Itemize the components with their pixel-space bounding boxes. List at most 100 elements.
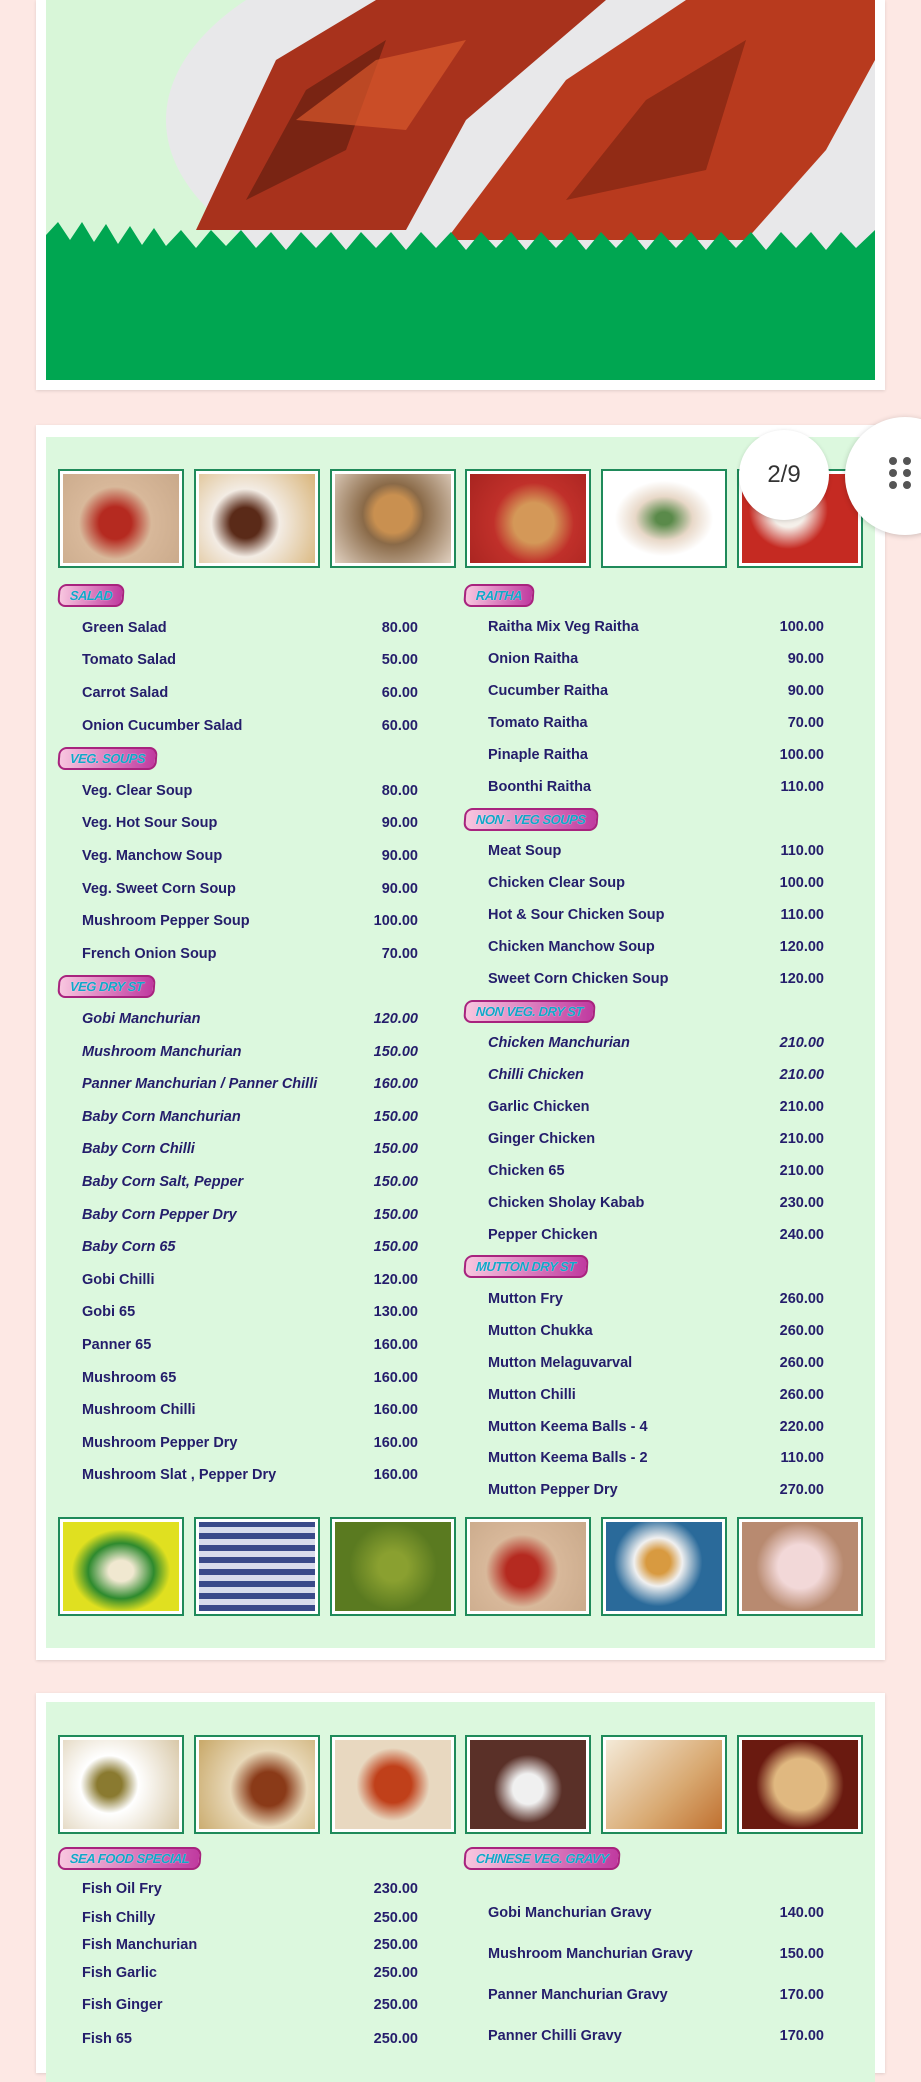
menu-item-name: Chicken Clear Soup [488,875,625,892]
section-header: VEG. SOUPS [57,742,418,775]
menu-item: Mushroom Pepper Dry 160.00 [58,1426,418,1459]
menu-item: Mutton Pepper Dry 270.00 [464,1474,824,1506]
menu-item: Fish Ginger 250.00 [58,1987,418,2023]
menu-item: Pinaple Raitha 100.00 [464,739,824,771]
menu-item-price: 170.00 [779,2027,824,2044]
menu-right-column: RAITHA Raitha Mix Veg Raitha 100.00 Onion R… [463,579,824,1506]
page-indicator: 2/9 [739,430,829,520]
menu-item-name: Chicken Manchurian [488,1035,630,1052]
menu-item-price: 150.00 [373,1043,418,1060]
menu-item-name: Mushroom Pepper Dry [82,1434,238,1451]
menu-item-price: 210.00 [779,1067,824,1084]
menu-item: Fish 65 250.00 [58,2023,418,2055]
menu-left-column: SEA FOOD SPECIAL Fish Oil Fry 230.00 Fish C… [57,1842,418,2055]
menu-item: Baby Corn Chilli 150.00 [58,1133,418,1166]
menu-item-name: Raitha Mix Veg Raitha [488,619,639,636]
menu-item-name: Cucumber Raitha [488,683,609,700]
menu-item: Chilli Chicken 210.00 [464,1059,824,1091]
menu-item: Hot & Sour Chicken Soup 110.00 [464,899,824,931]
menu-item-price: 160.00 [373,1402,418,1419]
page-indicator-label: 2/9 [767,461,801,488]
food-thumbnail [601,1735,728,1834]
menu-item: Mutton Keema Balls - 4 220.00 [464,1411,824,1443]
section-badge: RAITHA [463,583,535,607]
section-badge: SEA FOOD SPECIAL [57,1846,203,1870]
menu-item: Veg. Manchow Soup 90.00 [58,840,418,873]
menu-item: Chicken Clear Soup 100.00 [464,867,824,899]
menu-item: Meat Soup 110.00 [464,835,824,867]
section-badge: NON - VEG SOUPS [463,807,599,831]
menu-item-price: 260.00 [779,1386,824,1403]
section-badge: MUTTON DRY ST [463,1255,589,1279]
menu-item-name: Mushroom Manchurian [82,1043,242,1060]
menu-item: Mutton Melaguvarval 260.00 [464,1347,824,1379]
menu-item-price: 90.00 [381,880,418,897]
menu-item-name: Gobi Manchurian Gravy [488,1904,652,1921]
menu-item-name: Green Salad [82,619,167,636]
food-thumbnail [736,1517,863,1616]
menu-item: Panner 65 160.00 [58,1329,418,1362]
menu-item-price: 150.00 [373,1108,418,1125]
menu-item-name: Veg. Clear Soup [82,782,193,799]
menu-item: Panner Manchurian / Panner Chilli 160.00 [58,1068,418,1101]
menu-item-name: Panner 65 [82,1336,152,1353]
menu-item: Mutton Fry 260.00 [464,1283,824,1315]
menu-item-name: Chicken Manchow Soup [488,938,655,955]
menu-item-name: Panner Manchurian / Panner Chilli [82,1076,318,1093]
menu-item-name: Garlic Chicken [488,1099,590,1116]
menu-item: Cucumber Raitha 90.00 [464,675,824,707]
menu-item: Garlic Chicken 210.00 [464,1091,824,1123]
menu-item-name: Chicken Sholay Kabab [488,1194,645,1211]
menu-item: Sweet Corn Chicken Soup 120.00 [464,963,824,995]
menu-item-price: 90.00 [787,651,824,668]
section-header: RAITHA [463,579,824,612]
menu-item: Ginger Chicken 210.00 [464,1123,824,1155]
menu-item: Fish Oil Fry 230.00 [58,1874,418,1904]
menu-item: Veg. Sweet Corn Soup 90.00 [58,872,418,905]
food-thumbnail [58,1735,184,1834]
menu-item: Mushroom Pepper Soup 100.00 [58,905,418,938]
menu-item-price: 70.00 [787,715,824,732]
menu-item: Mushroom 65 160.00 [58,1361,418,1394]
menu-item-name: Veg. Hot Sour Soup [82,815,218,832]
menu-item-price: 160.00 [373,1076,418,1093]
menu-item-name: Baby Corn Salt, Pepper [82,1173,244,1190]
menu-item: Veg. Clear Soup 80.00 [58,775,418,808]
menu-item: Mutton Chilli 260.00 [464,1379,824,1411]
menu-item-name: Gobi 65 [82,1304,136,1321]
menu-item-price: 110.00 [780,778,824,795]
menu-item: Chicken Manchow Soup 120.00 [464,931,824,963]
menu-item-price: 260.00 [779,1290,824,1307]
menu-item-name: Mutton Keema Balls - 4 [488,1418,648,1435]
menu-item-name: Tomato Raitha [488,715,588,732]
section-badge: CHINESE VEG. GRAVY [463,1846,622,1870]
menu-item-price: 150.00 [373,1173,418,1190]
menu-item-price: 110.00 [780,843,824,860]
menu-item: Tomato Salad 50.00 [58,644,418,677]
menu-item-name: Mutton Chukka [488,1322,593,1339]
menu-item-price: 170.00 [779,1986,824,2003]
menu-item-name: Chicken 65 [488,1162,565,1179]
section-badge: NON VEG. DRY ST [463,999,596,1023]
menu-item-price: 250.00 [373,1937,418,1953]
menu-item-price: 250.00 [373,1965,418,1981]
menu-item: Onion Raitha 90.00 [464,643,824,675]
menu-item-name: Gobi Chilli [82,1271,155,1288]
food-thumbnail [193,469,320,568]
menu-item-price: 220.00 [779,1418,824,1435]
food-thumbnail [193,1735,320,1834]
menu-item-name: Mushroom Manchurian Gravy [488,1945,693,1962]
menu-item-price: 110.00 [780,1450,824,1467]
menu-item-price: 90.00 [381,848,418,865]
menu-item: Panner Manchurian Gravy 170.00 [464,1974,824,2015]
menu-item-price: 80.00 [381,619,418,636]
menu-item-name: Mutton Pepper Dry [488,1482,618,1499]
food-thumbnail [329,469,456,568]
menu-item-name: Onion Raitha [488,651,579,668]
grid-dots-icon [889,457,913,489]
food-thumbnail [601,469,728,568]
menu-item-name: Mutton Fry [488,1290,563,1307]
menu-item-price: 210.00 [779,1130,824,1147]
menu-item-name: Chilli Chicken [488,1067,584,1084]
menu-item: Raitha Mix Veg Raitha 100.00 [464,612,824,644]
